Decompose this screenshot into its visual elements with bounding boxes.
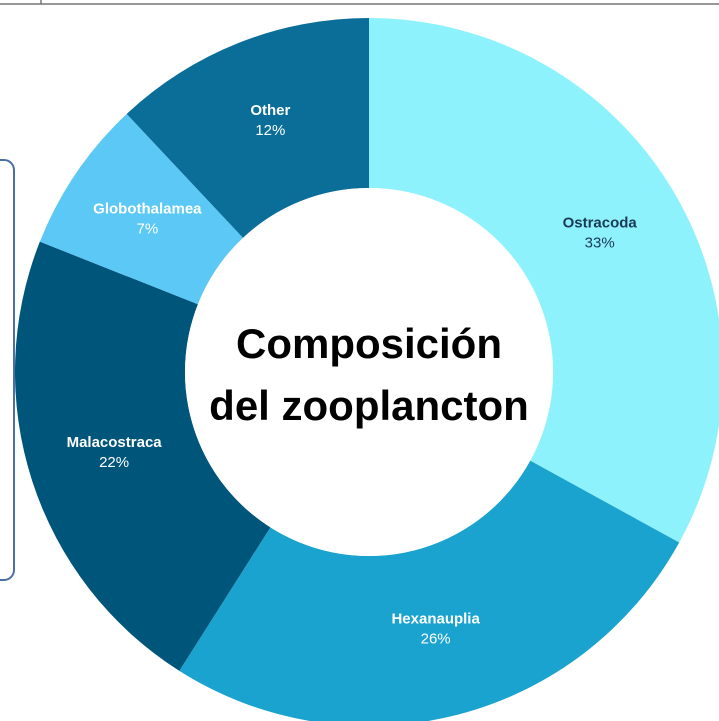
- slice-label: Other: [250, 102, 290, 119]
- slice-value-label: 26%: [421, 631, 451, 648]
- slice-value-label: 12%: [255, 122, 285, 139]
- slice: [39, 113, 244, 305]
- slice: [369, 18, 719, 543]
- side-panel: [0, 159, 15, 581]
- slice: [15, 241, 271, 671]
- slice-value-label: 7%: [136, 220, 158, 237]
- slice-label: Ostracoda: [563, 215, 638, 232]
- slice-label: Malacostraca: [67, 434, 163, 451]
- donut: [15, 18, 719, 721]
- slice-value-label: 33%: [585, 235, 615, 252]
- slice-label: Hexanauplia: [391, 611, 480, 628]
- slice-value-label: 22%: [99, 454, 129, 471]
- chart-title: Composición del zooplancton: [209, 320, 529, 429]
- center-title: Composición del zooplancton: [209, 320, 529, 429]
- donut-hole: [185, 188, 553, 556]
- slice: [179, 460, 680, 721]
- slice-label: Globothalamea: [93, 200, 202, 217]
- slice: [126, 18, 370, 238]
